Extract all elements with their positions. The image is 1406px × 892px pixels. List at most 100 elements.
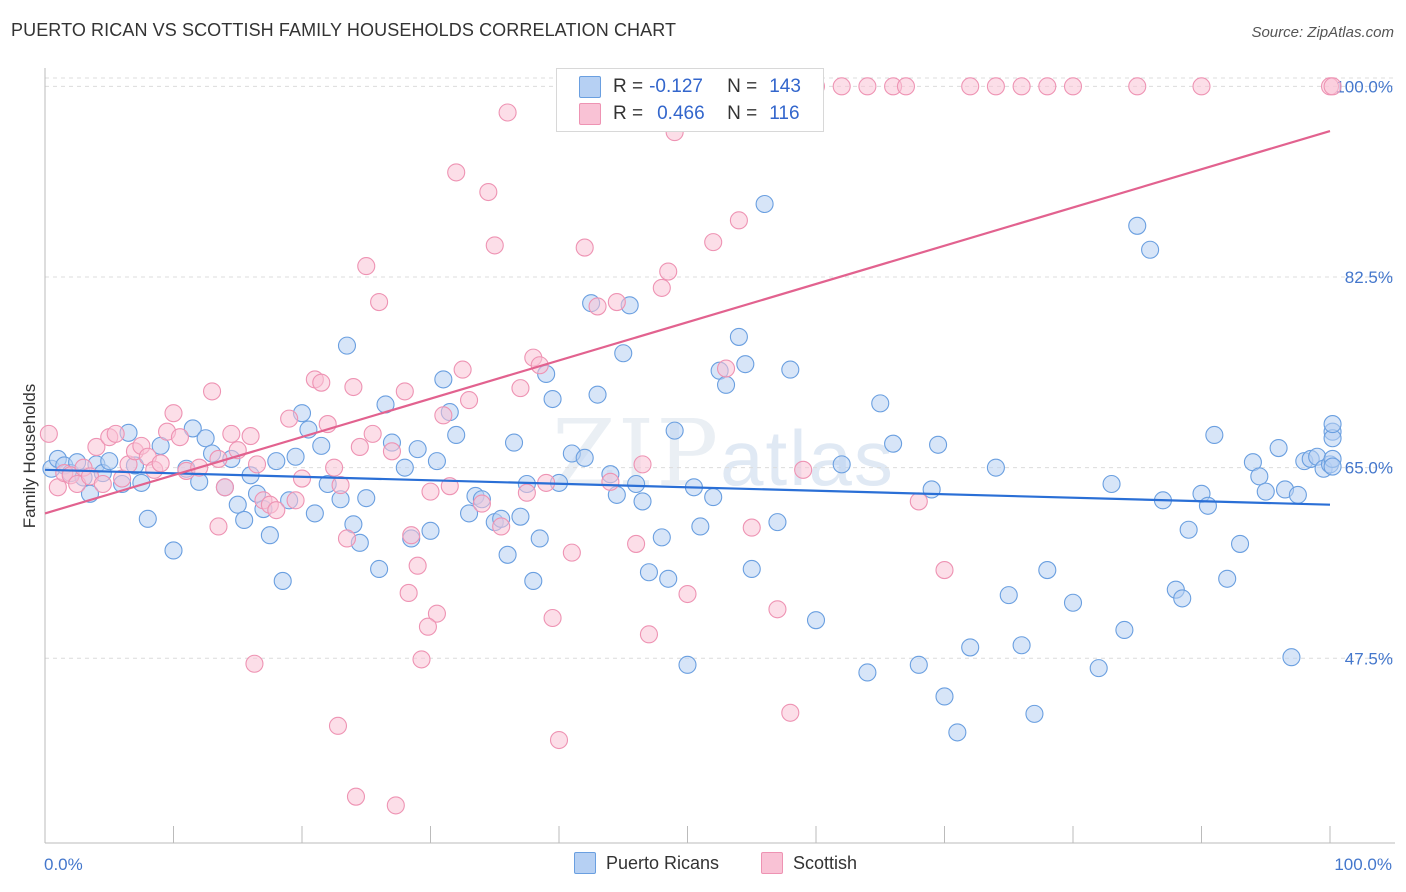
data-point (639, 563, 659, 582)
data-point (164, 541, 183, 560)
data-point (588, 385, 607, 404)
data-point (588, 297, 607, 316)
data-point (633, 455, 652, 474)
data-point (312, 373, 331, 392)
data-point (607, 293, 626, 312)
data-point (1173, 589, 1192, 608)
data-point (267, 501, 286, 520)
data-point (614, 344, 633, 363)
data-point (286, 447, 305, 466)
data-point (245, 654, 264, 673)
data-point (562, 543, 581, 562)
data-point (1323, 77, 1342, 96)
data-point (678, 584, 697, 604)
data-point (575, 238, 594, 257)
data-point (858, 663, 877, 682)
trend-line-puerto-ricans (44, 468, 1331, 506)
data-point (768, 600, 787, 619)
data-point (1063, 77, 1083, 96)
data-point (1025, 704, 1044, 723)
data-point (961, 638, 980, 657)
data-point (421, 521, 440, 540)
data-point (736, 355, 755, 374)
legend-r-label: R = (613, 103, 644, 124)
data-point (999, 586, 1018, 605)
data-point (357, 489, 376, 508)
data-point (549, 730, 569, 750)
data-point (665, 421, 684, 440)
y-axis-title: Family Households (20, 384, 39, 529)
data-point (498, 103, 517, 122)
data-point (1323, 415, 1342, 434)
data-point (1115, 620, 1134, 640)
data-point (601, 472, 620, 491)
data-point (164, 404, 183, 423)
data-point (781, 703, 800, 722)
data-point (1128, 77, 1147, 96)
data-point (781, 360, 800, 379)
data-point (929, 435, 948, 454)
legend-row-scottish: R = 0.466 N = 116 (579, 102, 800, 126)
data-point (138, 509, 157, 528)
data-point (729, 211, 748, 230)
data-point (492, 517, 511, 536)
data-point (832, 455, 851, 474)
data-point (517, 483, 536, 502)
data-point (382, 442, 402, 461)
trend-line-scottish (44, 129, 1331, 515)
legend-n-label: N = (727, 103, 758, 124)
data-point (328, 716, 348, 735)
data-point (370, 559, 389, 579)
data-point (935, 687, 954, 706)
data-point (1192, 77, 1211, 96)
data-point (498, 545, 517, 564)
data-point (742, 559, 761, 579)
data-point (363, 424, 382, 443)
data-point (1218, 569, 1237, 588)
data-point (543, 608, 562, 628)
data-point (421, 482, 440, 501)
data-point (1198, 496, 1217, 515)
data-point (627, 534, 646, 553)
data-point (935, 561, 954, 580)
data-point (1282, 648, 1301, 667)
y-tick-label: 82.5% (1345, 268, 1393, 287)
data-point (909, 655, 928, 674)
data-point (386, 796, 405, 815)
data-point (575, 448, 594, 467)
data-point (704, 488, 723, 507)
data-point (479, 182, 498, 202)
data-point (652, 278, 671, 297)
data-point (472, 494, 491, 513)
data-point (260, 526, 279, 545)
series-legend-item-puerto-ricans[interactable]: Puerto Ricans (574, 852, 719, 874)
data-point (627, 474, 646, 494)
legend-r-value: -0.127 (649, 76, 703, 97)
data-point (292, 469, 312, 488)
data-point (909, 492, 928, 511)
data-point (1012, 77, 1031, 96)
data-point (961, 77, 980, 96)
data-point (106, 424, 125, 443)
series-legend-item-scottish[interactable]: Scottish (761, 852, 857, 874)
data-point (659, 569, 678, 588)
data-point (896, 77, 916, 96)
data-point (151, 454, 170, 473)
data-point (235, 510, 254, 529)
legend-n-value: 143 (769, 76, 801, 97)
data-point (337, 529, 357, 548)
data-point (858, 77, 877, 96)
data-point (1089, 659, 1108, 678)
data-point (434, 406, 453, 425)
data-point (1012, 636, 1031, 655)
data-point (639, 625, 659, 644)
legend-n-label: N = (727, 76, 758, 97)
data-point (1102, 474, 1121, 494)
data-point (652, 528, 671, 547)
data-point (447, 425, 466, 445)
data-point (100, 452, 119, 471)
data-point (408, 440, 427, 459)
data-point (209, 517, 228, 536)
data-point (794, 460, 813, 479)
legend-r-label: R = (613, 76, 644, 97)
